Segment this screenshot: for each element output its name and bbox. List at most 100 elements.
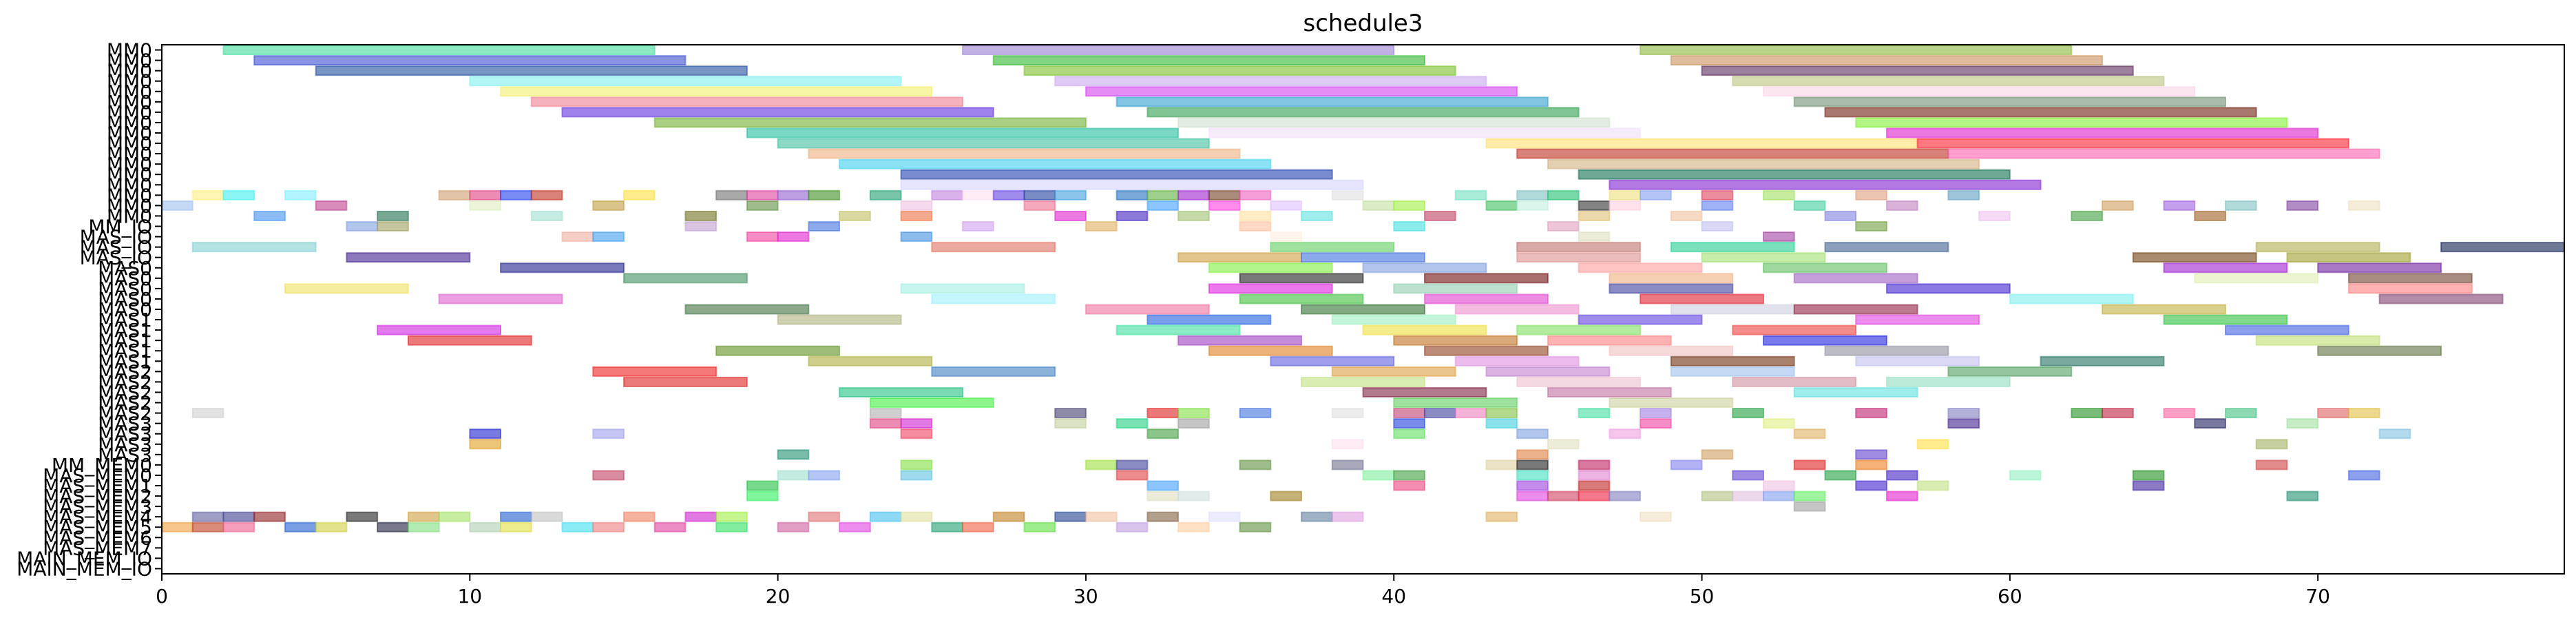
y-tick-label: MAS_MEM2 xyxy=(43,485,152,508)
task-bar xyxy=(2132,470,2165,481)
task-bar xyxy=(1547,490,1580,502)
task-bar xyxy=(1393,335,1518,346)
task-bar xyxy=(2194,210,2226,221)
task-bar xyxy=(1177,490,1210,502)
task-bar xyxy=(2224,200,2257,211)
task-bar xyxy=(1855,459,1887,471)
task-bar xyxy=(1578,490,1611,502)
task-bar xyxy=(592,470,625,481)
task-bar xyxy=(1732,76,2165,87)
task-bar xyxy=(1454,304,1580,315)
task-bar xyxy=(746,189,779,200)
task-bar xyxy=(1177,521,1210,533)
task-bar xyxy=(2347,283,2473,294)
task-bar xyxy=(2224,324,2349,335)
y-tick-label: MAS1 xyxy=(98,350,152,373)
task-bar xyxy=(191,521,224,533)
task-bar xyxy=(1146,200,1180,211)
y-tick-label: MM0 xyxy=(107,153,152,176)
task-bar xyxy=(1208,283,1333,294)
task-bar xyxy=(1301,210,1333,221)
task-bar xyxy=(1640,45,2073,56)
task-bar xyxy=(1885,283,2011,294)
task-bar xyxy=(1947,148,2380,159)
task-bar xyxy=(1824,242,1949,253)
task-bar xyxy=(1393,221,1425,232)
task-bar xyxy=(2286,200,2319,211)
task-bar xyxy=(1393,283,1518,294)
task-bar xyxy=(438,511,471,522)
task-bar xyxy=(253,511,286,522)
task-bar xyxy=(900,511,933,522)
y-tick-label: MM0 xyxy=(107,132,152,155)
task-bar xyxy=(2071,408,2104,419)
task-bar xyxy=(469,439,502,450)
task-bar xyxy=(1208,189,1241,200)
task-bar xyxy=(530,189,563,200)
task-bar xyxy=(900,428,933,440)
task-bar xyxy=(346,511,379,522)
task-bar xyxy=(1023,189,1056,200)
task-bar xyxy=(1146,107,1580,118)
task-bar xyxy=(346,221,379,232)
task-bar xyxy=(1701,221,1734,232)
task-bar xyxy=(1301,252,1425,263)
task-bar xyxy=(191,408,224,419)
y-tick-label: MAS_MEM7 xyxy=(43,537,152,559)
task-bar xyxy=(2071,210,2104,221)
task-bar xyxy=(1270,242,1395,253)
task-bar xyxy=(1578,210,1611,221)
task-bar xyxy=(1947,366,2073,377)
task-bar xyxy=(1855,449,1887,460)
task-bar xyxy=(1578,408,1611,419)
y-tick-label: MAS0 xyxy=(98,288,152,311)
task-bar xyxy=(839,158,1272,169)
task-bar xyxy=(1516,459,1549,471)
task-bar xyxy=(1547,189,1580,200)
task-bar xyxy=(592,428,625,440)
y-tick-label: MM0 xyxy=(107,122,152,145)
task-bar xyxy=(1146,490,1180,502)
task-bar xyxy=(1763,418,1795,429)
task-bar xyxy=(2286,490,2319,502)
task-bar xyxy=(2347,408,2380,419)
task-bar xyxy=(777,449,810,460)
task-bar xyxy=(1331,408,1364,419)
task-bar xyxy=(1516,428,1549,440)
y-tick-label: MM0 xyxy=(107,205,152,227)
task-bar xyxy=(222,511,255,522)
task-bar xyxy=(469,76,902,87)
task-bar xyxy=(1578,480,1611,491)
task-bar xyxy=(592,200,625,211)
y-tick-label: MAS_MEM6 xyxy=(43,526,152,549)
task-bar xyxy=(1239,189,1272,200)
task-bar xyxy=(284,283,409,294)
y-tick-label: MAS_MEM0 xyxy=(43,464,152,487)
task-bar xyxy=(1609,397,1734,409)
task-bar xyxy=(869,511,902,522)
task-bar xyxy=(1177,210,1210,221)
task-bar xyxy=(530,210,563,221)
task-bar xyxy=(684,221,718,232)
task-bar xyxy=(777,189,810,200)
task-bar xyxy=(1516,148,1949,159)
task-bar xyxy=(1177,418,1210,429)
task-bar xyxy=(1239,273,1364,284)
task-bar xyxy=(315,65,748,76)
task-bar xyxy=(2163,262,2288,273)
task-bar xyxy=(2317,262,2442,273)
task-bar xyxy=(1855,221,1887,232)
task-bar xyxy=(377,324,502,335)
task-bar xyxy=(438,189,471,200)
task-bar xyxy=(377,221,409,232)
task-bar xyxy=(684,304,810,315)
task-bar xyxy=(1670,459,1703,471)
task-bar xyxy=(1732,490,1765,502)
task-bar xyxy=(2317,408,2349,419)
task-bar xyxy=(1824,210,1857,221)
task-bar xyxy=(222,189,255,200)
task-bar xyxy=(746,231,779,242)
task-bar xyxy=(2102,200,2134,211)
task-bar xyxy=(2224,408,2257,419)
y-tick-label: MAS0 xyxy=(98,257,152,280)
